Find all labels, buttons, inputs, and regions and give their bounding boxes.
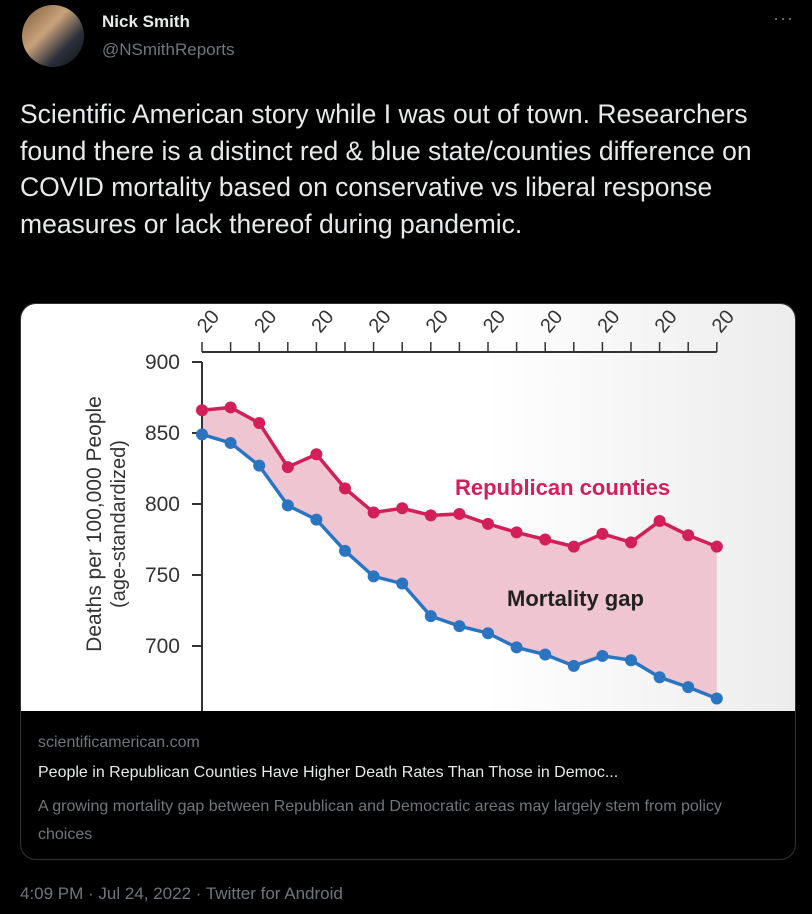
y-axis-subtitle: (age-standardized) [108, 440, 130, 608]
democratic-point [253, 459, 266, 472]
democratic-point [310, 513, 323, 526]
y-tick-label: 800 [145, 493, 180, 516]
x-tick-label: 20 [422, 306, 453, 337]
more-horizontal-icon[interactable]: ··· [773, 8, 794, 28]
republican-point [482, 517, 494, 530]
x-tick-label: 20 [365, 306, 396, 337]
republican-point [653, 515, 666, 528]
democratic-point [339, 544, 351, 557]
x-tick-label: 20 [651, 306, 682, 337]
republican-point [510, 526, 523, 539]
republican-label: Republican counties [455, 475, 670, 500]
card-description: A growing mortality gap between Republic… [38, 798, 722, 843]
chart-image: 20 20 20 20 20 20 20 20 20 20 900 850 800 750 700 Death… [21, 304, 795, 711]
y-tick-label: 900 [145, 351, 180, 374]
republican-point [196, 404, 208, 417]
democratic-point [396, 577, 409, 590]
republican-point [253, 417, 266, 430]
mortality-chart: 20 20 20 20 20 20 20 20 20 20 900 850 800 750 700 Death… [83, 306, 739, 711]
democratic-point [281, 499, 294, 512]
x-tick-label: 20 [193, 306, 224, 337]
x-tick-label: 20 [708, 306, 739, 337]
republican-point [682, 529, 695, 542]
mortality-gap-area [202, 407, 717, 699]
republican-point [310, 448, 323, 461]
republican-point [224, 401, 237, 414]
democratic-point [710, 692, 723, 705]
republican-point [567, 540, 580, 553]
x-tick-label: 20 [479, 306, 510, 337]
x-tick-label: 20 [536, 306, 567, 337]
democratic-point [196, 428, 208, 441]
tweet-metadata: 4:09 PM · Jul 24, 2022 · Twitter for And… [20, 884, 343, 903]
republican-point [281, 461, 294, 474]
democratic-point [453, 620, 466, 633]
author-name[interactable]: Nick Smith [102, 12, 190, 31]
republican-point [539, 533, 552, 546]
republican-point [396, 502, 409, 515]
tweet-text: Scientific American story while I was ou… [20, 99, 752, 239]
x-tick-label: 20 [250, 306, 281, 337]
y-tick-label: 750 [145, 564, 180, 587]
democratic-point [510, 641, 523, 654]
republican-point [424, 509, 437, 522]
republican-point [339, 482, 351, 495]
republican-point [625, 536, 637, 549]
republican-point [596, 527, 609, 540]
x-tick-label: 20 [593, 306, 624, 337]
democratic-point [653, 671, 666, 684]
link-card[interactable]: 20 20 20 20 20 20 20 20 20 20 900 850 800 750 700 Death… [20, 303, 796, 860]
y-tick-label: 850 [145, 422, 180, 445]
democratic-point [539, 648, 552, 661]
democratic-point [224, 436, 237, 449]
democratic-point [682, 681, 695, 694]
democratic-point [424, 610, 437, 623]
democratic-point [596, 649, 609, 662]
card-title: People in Republican Counties Have Highe… [38, 764, 619, 781]
x-tick-label: 20 [307, 306, 338, 337]
republican-point [367, 506, 380, 519]
republican-point [710, 540, 723, 553]
author-handle[interactable]: @NSmithReports [102, 40, 235, 59]
republican-point [453, 507, 466, 520]
democratic-point [367, 570, 380, 583]
avatar[interactable] [22, 5, 84, 67]
gap-label: Mortality gap [507, 586, 644, 611]
y-tick-label: 700 [145, 635, 180, 658]
democratic-point [567, 659, 580, 672]
democratic-point [482, 627, 494, 640]
y-axis-title: Deaths per 100,000 People [83, 396, 106, 652]
card-domain: scientificamerican.com [38, 734, 200, 751]
democratic-point [625, 654, 637, 667]
